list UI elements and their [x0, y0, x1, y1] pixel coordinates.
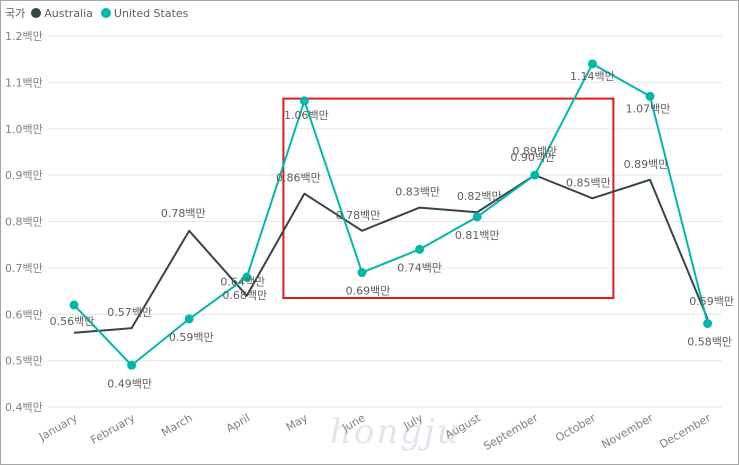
data-label: 0.58백만	[687, 336, 732, 349]
x-tick-label: January	[36, 411, 80, 444]
data-point	[357, 268, 367, 278]
x-tick-label: September	[481, 411, 541, 453]
x-tick-label: May	[284, 411, 311, 434]
y-tick-label: 0.6백만	[5, 308, 43, 321]
data-point	[299, 96, 309, 106]
data-label: 0.85백만	[566, 176, 611, 189]
x-tick-label: April	[224, 411, 252, 435]
data-point	[69, 300, 79, 310]
data-label: 0.89백만	[512, 145, 557, 158]
data-label: 0.64백만	[220, 276, 265, 289]
y-tick-label: 1.0백만	[5, 123, 43, 136]
data-label: 1.14백만	[570, 70, 615, 83]
united-states-swatch-icon	[100, 8, 111, 18]
legend-item-australia[interactable]: Australia	[31, 7, 93, 20]
x-tick-label: December	[657, 411, 713, 451]
series-line-australia	[73, 174, 709, 334]
data-label: 0.78백만	[336, 209, 381, 222]
australia-swatch-icon	[31, 8, 42, 18]
x-tick-label: February	[88, 411, 137, 447]
y-tick-label: 0.7백만	[5, 262, 43, 275]
y-tick-label: 1.2백만	[5, 30, 43, 43]
watermark-text: hongju	[330, 412, 461, 452]
y-tick-label: 0.5백만	[5, 355, 43, 368]
x-tick-label: March	[159, 411, 195, 439]
data-label: 0.89백만	[624, 158, 669, 171]
data-label: 0.69백만	[346, 285, 391, 298]
data-label: 0.83백만	[395, 186, 440, 199]
data-label: 0.74백만	[397, 261, 442, 274]
highlight-box	[282, 97, 615, 300]
y-tick-label: 0.8백만	[5, 216, 43, 229]
legend-title: 국가	[5, 7, 26, 20]
data-label: 0.59백만	[169, 331, 214, 344]
data-label: 1.06백만	[284, 109, 329, 122]
legend: 국가 Australia United States	[5, 5, 196, 21]
data-point	[184, 314, 194, 324]
x-tick-label: October	[553, 411, 598, 445]
data-point	[472, 212, 482, 222]
data-label: 0.56백만	[50, 315, 95, 328]
data-label: 0.59백만	[689, 295, 734, 308]
data-point	[530, 170, 540, 180]
data-point	[645, 91, 655, 101]
data-point	[703, 319, 713, 329]
y-tick-label: 0.9백만	[5, 169, 43, 182]
legend-item-united-states[interactable]: United States	[100, 6, 189, 20]
data-label: 0.68백만	[222, 289, 267, 302]
data-point	[242, 272, 252, 282]
x-tick-label: November	[599, 411, 655, 451]
data-label: 0.82백만	[457, 190, 502, 203]
y-tick-label: 1.1백만	[5, 76, 43, 89]
data-label: 0.49백만	[107, 377, 152, 390]
data-point	[587, 59, 597, 69]
data-label: 0.86백만	[276, 172, 321, 185]
data-label: 0.90백만	[510, 151, 555, 164]
data-label: 0.78백만	[161, 207, 206, 220]
data-point	[127, 360, 137, 370]
y-tick-label: 0.4백만	[5, 401, 43, 414]
legend-label-australia: Australia	[44, 6, 93, 20]
data-label: 1.07백만	[626, 102, 671, 115]
data-label: 0.81백만	[455, 229, 500, 242]
data-point	[415, 244, 425, 254]
data-label: 0.57백만	[107, 306, 152, 319]
legend-label-united-states: United States	[113, 6, 189, 20]
series-line-united-states	[73, 62, 709, 367]
